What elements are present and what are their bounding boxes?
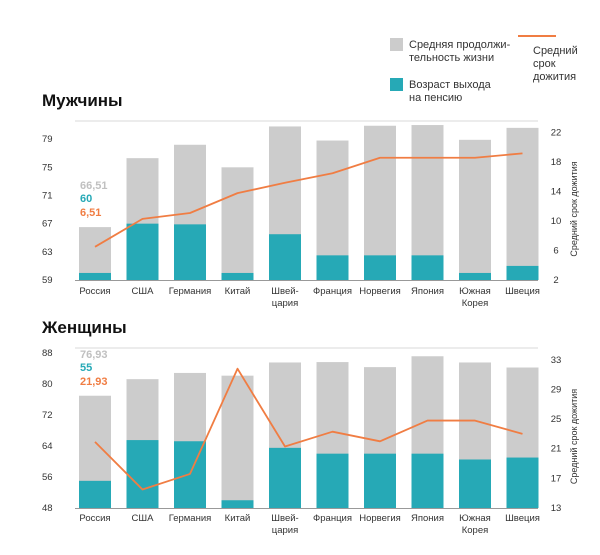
legend-retire-label-1: Возраст выхода [409,79,492,91]
y-left-tick-label: 71 [42,190,53,201]
legend-life-swatch [390,38,403,51]
retirement-age-bar [269,234,301,280]
retirement-age-bar [364,453,396,508]
y-right-axis-label: Средний срок дожития [569,161,579,256]
y-right-tick-label: 33 [551,355,562,366]
category-label: Южная [459,286,491,297]
retirement-age-bar [221,500,254,508]
retirement-age-bar [79,272,111,280]
value-note: 66,51 [80,180,108,192]
retirement-age-bar [506,457,539,508]
category-label: Швей- [271,513,298,524]
life-expectancy-bar [79,227,111,280]
y-right-tick-label: 25 [551,414,562,425]
legend: Средняя продолжи- тельность жизни Возрас… [390,35,578,104]
category-label: Россия [79,286,110,297]
retirement-age-bar [126,223,159,280]
category-label: Япония [411,286,444,297]
y-left-tick-label: 48 [42,503,53,514]
value-note: 55 [80,362,92,374]
category-label: Германия [169,513,212,524]
retirement-age-bar [411,453,444,508]
y-right-tick-label: 10 [551,216,562,227]
category-label: цария [272,298,298,309]
category-label: Норвегия [359,513,401,524]
category-label: Китай [225,286,251,297]
y-left-tick-label: 72 [42,410,53,421]
y-right-tick-label: 6 [553,246,558,257]
retirement-age-bar [459,272,491,280]
legend-retire-swatch [390,78,403,91]
legend-life-label-2: тельность жизни [409,52,494,64]
y-right-tick-label: 21 [551,444,562,455]
retirement-age-bar [506,265,539,280]
retirement-age-bar [269,447,301,508]
y-left-tick-label: 63 [42,247,53,258]
category-label: США [132,513,155,524]
chart-panel: Женщины 48 56 64 72 80 88 13 17 21 25 29 33 Средний с… [41,318,579,536]
y-left-tick-label: 67 [42,219,53,230]
legend-line-label-3: дожития [533,71,576,83]
legend-line-label-2: срок [533,58,556,70]
y-right-axis-label: Средний срок дожития [569,389,579,484]
life-expectancy-bar [459,139,491,280]
survival-years-line [94,367,523,491]
legend-retire-label-2: на пенсию [409,92,462,104]
category-label: Франция [313,286,352,297]
category-label: Швеция [505,513,540,524]
retirement-age-bar [79,480,111,508]
category-label: Корея [462,298,489,309]
retirement-age-bar [364,255,396,280]
category-label: Швеция [505,286,540,297]
category-label: Китай [225,513,251,524]
y-right-tick-label: 13 [551,503,562,514]
category-label: Норвегия [359,286,401,297]
retirement-age-bar [411,255,444,280]
retirement-age-bar [126,440,159,508]
retirement-age-bar [221,272,254,280]
value-note: 6,51 [80,207,101,219]
y-left-tick-label: 75 [42,162,53,173]
y-right-tick-label: 22 [551,128,562,139]
y-right-tick-label: 14 [551,187,562,198]
y-right-tick-label: 17 [551,473,562,484]
retirement-age-bar [316,453,349,508]
legend-line-label-1: Средний [533,45,578,57]
category-label: Швей- [271,286,298,297]
y-right-tick-label: 18 [551,157,562,168]
y-left-tick-label: 64 [42,441,53,452]
category-label: Германия [169,286,212,297]
life-expectancy-bar [221,167,254,280]
retirement-age-bar [459,459,491,508]
y-left-tick-label: 59 [42,275,53,286]
value-note: 76,93 [80,349,108,361]
panel-title: Мужчины [42,91,123,110]
survival-years-line [94,152,523,248]
category-label: цария [272,525,298,536]
legend-life-label-1: Средняя продолжи- [409,39,511,51]
life-expectancy-bar [364,125,396,280]
category-label: Россия [79,513,110,524]
category-label: Южная [459,513,491,524]
life-expectancy-bar [411,125,444,280]
category-label: Корея [462,525,489,536]
y-left-tick-label: 80 [42,379,53,390]
value-note: 21,93 [80,376,108,388]
category-label: Франция [313,513,352,524]
chart-panel: Мужчины 59 63 67 71 75 79 2 6 10 14 18 22 Средний сро… [42,91,579,309]
panel-title: Женщины [41,318,127,337]
y-right-tick-label: 2 [553,275,558,286]
life-expectancy-bar [506,127,539,280]
retirement-age-bar [316,255,349,280]
y-right-tick-label: 29 [551,384,562,395]
y-left-tick-label: 56 [42,472,53,483]
value-note: 60 [80,193,92,205]
life-expectancy-bar [221,375,254,508]
y-left-tick-label: 88 [42,348,53,359]
category-label: Япония [411,513,444,524]
y-left-tick-label: 79 [42,134,53,145]
retirement-age-bar [174,224,206,280]
category-label: США [132,286,155,297]
